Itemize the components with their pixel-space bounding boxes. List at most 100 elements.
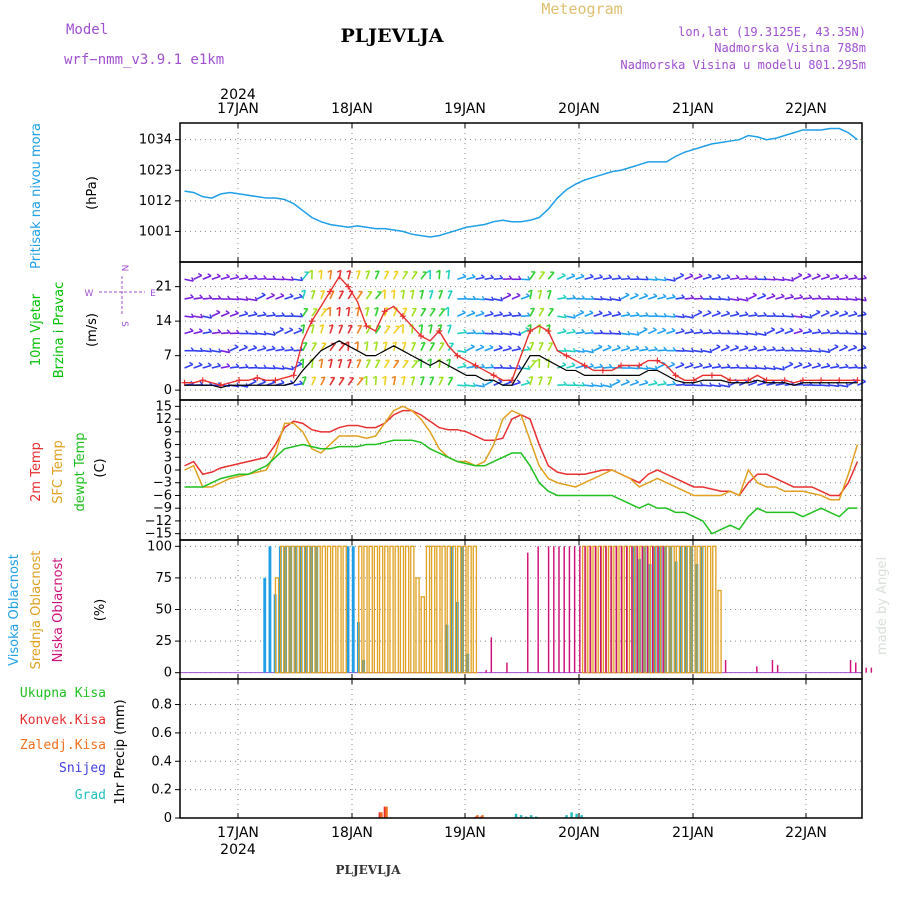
wind-barb (275, 314, 285, 318)
wind-barb-flag (289, 293, 294, 297)
product-title: Meteogram (541, 0, 622, 18)
wind-barb-flag (207, 273, 212, 277)
wind-barb (457, 365, 467, 369)
wind-barb (329, 342, 336, 352)
wind-barb-flag (527, 323, 532, 328)
wind-barb (648, 367, 658, 371)
wind-barb (720, 366, 731, 369)
wind-barb-flag (297, 361, 303, 365)
wind-barb (711, 346, 721, 352)
wind-barb-flag (309, 324, 315, 327)
wind-barb (338, 359, 343, 369)
wind-barb-flag (861, 378, 867, 383)
wind-barb-flag (346, 269, 351, 273)
cloud-bar (268, 546, 272, 673)
wind-barb-flag (853, 310, 858, 315)
wind-barb (675, 383, 685, 387)
wind-barb (466, 384, 476, 388)
wind-barb-flag (573, 314, 576, 319)
wind-barb (320, 290, 326, 300)
wind-barb (266, 347, 276, 352)
wind-barb-flag (363, 341, 368, 345)
wind-barb (529, 289, 533, 300)
wind-barb (475, 276, 485, 281)
cloud-bar (665, 545, 670, 674)
wind-barb-flag (762, 345, 767, 350)
y-tick-label: 1023 (139, 163, 172, 178)
wind-barb (247, 380, 257, 386)
wind-barb (220, 312, 230, 317)
wind-barb (320, 376, 326, 386)
wind-barb (520, 382, 530, 386)
wind-barb (830, 365, 840, 369)
model-label: Model (66, 22, 108, 38)
wind-barb (457, 311, 466, 317)
wind-barb (766, 328, 776, 335)
wind-barb (329, 270, 333, 280)
wind-barb (584, 276, 594, 281)
wind-barb (802, 349, 812, 353)
wind-barb-flag (508, 364, 513, 369)
wind-barb-flag (772, 346, 776, 350)
wind-barb-flag (517, 345, 522, 350)
wind-barb-flag (627, 330, 631, 335)
wind-barb (484, 346, 494, 352)
wind-barb (193, 274, 203, 280)
wind-barb-flag (617, 274, 622, 279)
wind-barb-flag (618, 296, 622, 301)
y-tick-label: 1012 (139, 194, 172, 209)
series-temperature-2 (184, 439, 858, 535)
wind-barb-flag (527, 289, 533, 293)
wind-barb-flag (235, 329, 240, 334)
wind-barb (320, 358, 324, 369)
wind-barb-flag (402, 307, 407, 310)
cloud-bar (326, 545, 332, 674)
wind-barb (684, 330, 694, 335)
y-tick-label: −12 (145, 514, 172, 529)
footer-station: PLJEVLJA (335, 863, 401, 877)
wind-barb (748, 332, 758, 336)
wind-barb-flag (500, 330, 504, 335)
wind-barb-flag (373, 341, 378, 345)
wind-barb (511, 332, 521, 336)
wind-barb-flag (835, 363, 840, 367)
wind-barb-flag (662, 293, 667, 298)
wind-barb-flag (366, 359, 371, 362)
wind-barb (793, 274, 803, 280)
wind-barb-flag (654, 276, 658, 281)
wind-barb (711, 384, 721, 388)
wind-barb-flag (735, 274, 740, 279)
wind-barb (638, 381, 649, 386)
wind-barb-flag (538, 376, 543, 379)
wind-barb (392, 289, 396, 300)
wind-barb-flag (546, 289, 552, 293)
wind-barb-flag (207, 362, 212, 366)
wind-barb-flag (609, 383, 613, 388)
ylabel-pressure: Pritisak na nivou mora (29, 123, 44, 269)
cloud-bar (373, 545, 379, 674)
cloud-bar (584, 546, 586, 673)
wind-barb-flag (808, 294, 813, 299)
wind-barb-flag (216, 273, 221, 277)
wind-barb-flag (673, 277, 676, 282)
cloud-bar (337, 545, 342, 674)
wind-barb (657, 278, 667, 282)
wind-barb (293, 295, 303, 300)
wind-barb (611, 298, 621, 302)
wind-barb (675, 330, 685, 335)
wind-barb-flag (679, 272, 685, 276)
wind-barb (302, 308, 309, 317)
wind-barb (420, 271, 428, 280)
wind-barb (775, 329, 785, 335)
cloud-bar (849, 660, 852, 673)
wind-barb-flag (763, 275, 767, 280)
wind-barb-flag (400, 375, 406, 379)
wind-barb-flag (320, 289, 325, 293)
wind-barb (739, 347, 749, 352)
top-day-22JAN: 22JAN (785, 101, 827, 117)
wind-barb-flag (799, 294, 804, 298)
wind-barb (775, 295, 785, 300)
cloud-bar (430, 545, 436, 674)
wind-barb (266, 367, 276, 370)
wind-barb-flag (626, 345, 631, 349)
